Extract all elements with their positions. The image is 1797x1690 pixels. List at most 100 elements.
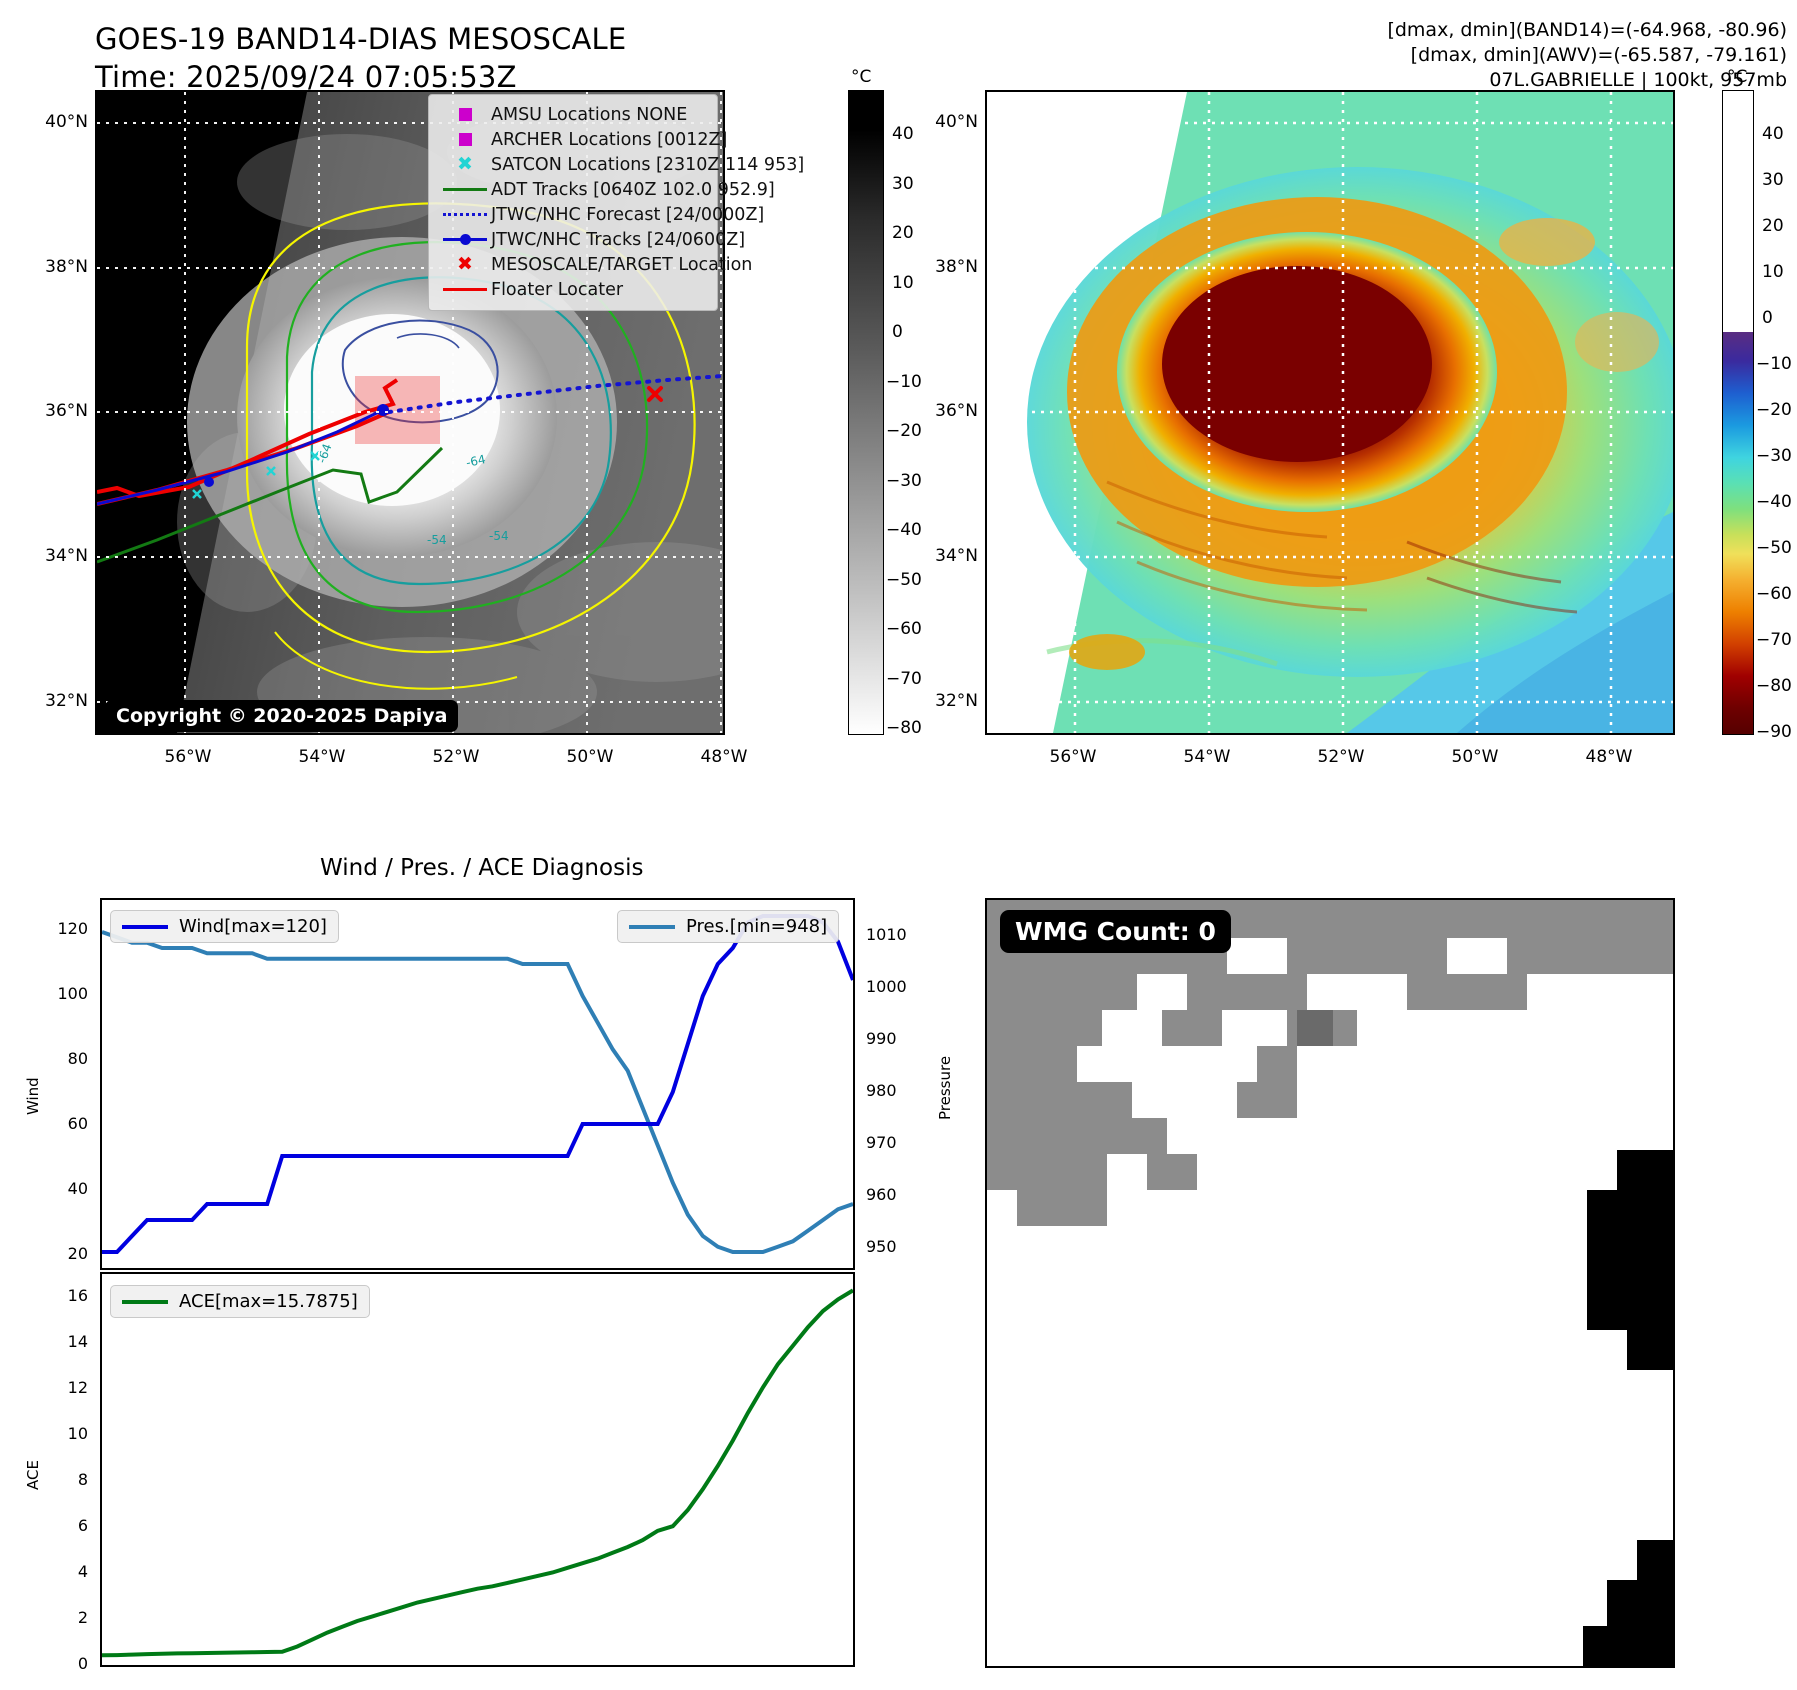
ace-ytick: 14 (67, 1332, 88, 1351)
right-colorbar-tick: −20 (1756, 400, 1792, 420)
pressure-ytick: 1000 (866, 977, 907, 996)
right-colorbar-tick: −90 (1756, 722, 1792, 742)
wind-legend-swatch (122, 924, 168, 929)
pressure-ytick: 970 (866, 1133, 897, 1152)
right-map-lat-tick: 36°N (935, 401, 978, 421)
diagnosis-title: Wind / Pres. / ACE Diagnosis (320, 855, 644, 881)
right-map-lon-tick: 54°W (1183, 747, 1231, 767)
left-colorbar-tick: 40 (892, 124, 914, 144)
legend-label: JTWC/NHC Forecast [24/0000Z] (491, 204, 765, 225)
left-map-lon-tick: 50°W (566, 747, 614, 767)
right-colorbar-tick: −30 (1756, 446, 1792, 466)
svg-text:-54: -54 (489, 529, 509, 543)
x-marker-icon: ✖ (457, 253, 473, 275)
pressure-ytick: 980 (866, 1081, 897, 1100)
ace-legend[interactable]: ACE[max=15.7875] (110, 1285, 370, 1318)
ace-ytick: 4 (77, 1562, 88, 1581)
pressure-legend[interactable]: Pres.[min=948] (617, 910, 840, 943)
pressure-legend-label: Pres.[min=948] (686, 916, 828, 937)
page-title: GOES-19 BAND14-DIAS MESOSCALE Time: 2025… (95, 20, 626, 96)
left-colorbar-tick: −50 (886, 570, 922, 590)
copyright-badge: Copyright © 2020-2025 Dapiya (105, 700, 459, 732)
right-satellite-map[interactable] (985, 90, 1675, 735)
left-colorbar-tick: −60 (886, 619, 922, 639)
ace-chart[interactable] (100, 1272, 855, 1667)
line-marker-icon (439, 234, 491, 245)
right-map-lat-tick: 32°N (935, 691, 978, 711)
left-map-lon-tick: 56°W (164, 747, 212, 767)
left-map-lat-tick: 34°N (45, 546, 88, 566)
ace-legend-label: ACE[max=15.7875] (179, 1291, 358, 1312)
pressure-axis-label: Pressure (936, 1055, 954, 1120)
right-colorbar (1722, 90, 1754, 735)
right-map-lon-tick: 52°W (1317, 747, 1365, 767)
ace-ytick: 8 (77, 1470, 88, 1489)
wind-series (102, 914, 853, 1254)
left-colorbar-tick: 10 (892, 273, 914, 293)
ace-axis-label: ACE (24, 1460, 42, 1490)
left-colorbar-tick: 20 (892, 223, 914, 243)
legend-item-jtwc-nhc-forecast[interactable]: JTWC/NHC Forecast [24/0000Z] (439, 202, 764, 227)
left-map-lat-tick: 40°N (45, 112, 88, 132)
right-map-lat-tick: 38°N (935, 257, 978, 277)
right-colorbar-tick: 10 (1762, 262, 1784, 282)
wind-pressure-plot (102, 914, 853, 1254)
right-colorbar-tick: −70 (1756, 630, 1792, 650)
ace-plot (102, 1288, 853, 1658)
left-colorbar-tick: −70 (886, 669, 922, 689)
legend-item-amsu-locations[interactable]: AMSU Locations NONE (439, 102, 707, 127)
right-map-canvas (987, 92, 1673, 733)
product-time: Time: 2025/09/24 07:05:53Z (95, 60, 517, 94)
left-colorbar-tick: −40 (886, 520, 922, 540)
wind-ytick: 40 (67, 1179, 88, 1198)
right-map-lon-tick: 48°W (1585, 747, 1633, 767)
header-stats: [dmax, dmin](BAND14)=(-64.968, -80.96) [… (1387, 18, 1787, 93)
legend-label: JTWC/NHC Tracks [24/0600Z] (491, 229, 746, 250)
wind-legend[interactable]: Wind[max=120] (110, 910, 339, 943)
wmg-canvas (987, 900, 1673, 1666)
legend-item-satcon-locations[interactable]: ✖ SATCON Locations [2310Z 114 953] (439, 152, 804, 177)
map-legend[interactable]: AMSU Locations NONE ARCHER Locations [00… (428, 94, 804, 311)
square-icon (439, 108, 491, 121)
pressure-ytick: 990 (866, 1029, 897, 1048)
legend-item-jtwc-nhc-tracks[interactable]: JTWC/NHC Tracks [24/0600Z] (439, 227, 745, 252)
right-colorbar-tick: 40 (1762, 124, 1784, 144)
x-marker-icon: ✖ (457, 153, 473, 175)
left-map-lon-tick: 48°W (700, 747, 748, 767)
left-map-lat-tick: 38°N (45, 257, 88, 277)
legend-label: Floater Locater (491, 279, 624, 300)
left-colorbar (848, 90, 884, 735)
pressure-legend-swatch (629, 924, 675, 929)
legend-item-adt-tracks[interactable]: ADT Tracks [0640Z 102.0 952.9] (439, 177, 775, 202)
wmg-panel[interactable] (985, 898, 1675, 1668)
right-colorbar-tick: −80 (1756, 676, 1792, 696)
legend-label: SATCON Locations [2310Z 114 953] (491, 154, 805, 175)
dotted-line-icon (439, 213, 491, 216)
legend-item-floater-locater[interactable]: Floater Locater (439, 277, 707, 302)
legend-label: ARCHER Locations [0012Z] (491, 129, 728, 150)
wind-pressure-chart[interactable] (100, 898, 855, 1270)
left-map-lon-tick: 52°W (432, 747, 480, 767)
ace-ytick: 12 (67, 1378, 88, 1397)
left-colorbar-unit: °C (851, 67, 872, 87)
ace-ytick: 0 (77, 1654, 88, 1673)
storm-id: 07L.GABRIELLE | 100kt, 957mb (1489, 69, 1787, 91)
ace-ytick: 6 (77, 1516, 88, 1535)
pressure-ytick: 950 (866, 1237, 897, 1256)
wind-ytick: 60 (67, 1114, 88, 1133)
left-map-lat-tick: 36°N (45, 401, 88, 421)
pressure-ytick: 960 (866, 1185, 897, 1204)
right-map-lat-tick: 34°N (935, 546, 978, 566)
product-title: GOES-19 BAND14-DIAS MESOSCALE (95, 22, 627, 56)
right-colorbar-tick: 20 (1762, 216, 1784, 236)
legend-item-archer-locations[interactable]: ARCHER Locations [0012Z] (439, 127, 727, 152)
legend-item-mesoscale-target-location[interactable]: ✖ MESOSCALE/TARGET Location (439, 252, 752, 277)
svg-text:-64: -64 (465, 452, 487, 470)
wmg-count-badge: WMG Count: 0 (1000, 910, 1231, 953)
wind-ytick: 80 (67, 1049, 88, 1068)
right-map-lon-tick: 56°W (1049, 747, 1097, 767)
left-colorbar-tick: −20 (886, 421, 922, 441)
wind-ytick: 20 (67, 1244, 88, 1263)
right-map-lon-tick: 50°W (1451, 747, 1499, 767)
left-colorbar-tick: −30 (886, 471, 922, 491)
